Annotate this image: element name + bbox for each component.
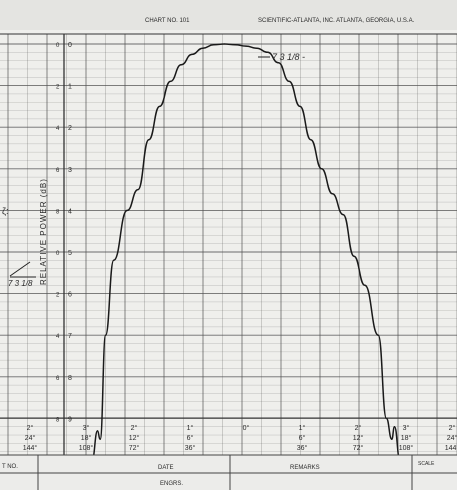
power-trace-point bbox=[96, 430, 99, 432]
left-edge-mark: ζ: bbox=[2, 206, 8, 216]
left-column-label: 6 bbox=[56, 168, 60, 174]
x-tick-label: 3° bbox=[403, 424, 410, 432]
footer-scale: SCALE bbox=[418, 461, 435, 467]
x-tick-label: 144° bbox=[23, 444, 38, 452]
power-trace-point bbox=[180, 64, 182, 66]
footer-block: T NO. DATE ENGRS. REMARKS SCALE bbox=[0, 454, 457, 490]
power-trace-point bbox=[126, 209, 128, 211]
power-trace-point bbox=[223, 43, 225, 45]
power-trace-point bbox=[391, 438, 393, 440]
x-tick-label: 18° bbox=[401, 434, 412, 442]
x-tick-label: 0° bbox=[243, 424, 250, 432]
left-column-label: 0 bbox=[56, 251, 60, 257]
power-trace-point bbox=[137, 189, 139, 191]
footer-date: DATE bbox=[158, 465, 174, 471]
peak-annotation: 7 3 1/8 - bbox=[272, 52, 305, 62]
power-trace-point bbox=[245, 45, 247, 47]
left-column-label: 6 bbox=[56, 376, 60, 382]
power-trace-point bbox=[353, 255, 355, 257]
power-trace-point bbox=[377, 334, 379, 336]
x-tick-label: 2° bbox=[449, 424, 456, 432]
x-tick-label: 1° bbox=[299, 424, 306, 432]
torn-top-edge bbox=[0, 0, 457, 30]
company-label: SCIENTIFIC-ATLANTA, INC. ATLANTA, GEORGI… bbox=[258, 18, 415, 24]
power-trace-point bbox=[288, 80, 290, 82]
left-annotation: 7 3 1/8 bbox=[8, 279, 33, 288]
x-tick-label: 36° bbox=[297, 444, 308, 452]
power-trace-line bbox=[83, 43, 408, 461]
power-trace-point bbox=[299, 105, 301, 107]
power-trace-point bbox=[310, 139, 312, 141]
footer-engrs: ENGRS. bbox=[160, 481, 183, 487]
left-column-label: 8 bbox=[56, 417, 60, 423]
x-tick-label: 3° bbox=[83, 424, 90, 432]
power-trace-point bbox=[213, 44, 215, 46]
x-tick-label: 72° bbox=[129, 444, 140, 452]
power-trace-point bbox=[321, 168, 323, 170]
x-tick-label: 144° bbox=[445, 444, 457, 452]
left-column-label: 2 bbox=[56, 85, 60, 91]
y-tick-label: 9 bbox=[68, 416, 72, 423]
y-tick-label: 3 bbox=[68, 167, 72, 174]
power-trace-point bbox=[202, 47, 204, 49]
trace-layer bbox=[83, 43, 409, 461]
power-trace-point bbox=[267, 51, 269, 53]
y-axis-label: RELATIVE POWER (dB) bbox=[39, 178, 48, 285]
left-annotation-leader bbox=[9, 261, 36, 278]
x-tick-label: 1° bbox=[187, 424, 194, 432]
y-tick-label: 8 bbox=[68, 375, 72, 382]
power-trace-point bbox=[99, 438, 101, 440]
x-tick-label: 2° bbox=[131, 424, 138, 432]
power-trace-point bbox=[331, 193, 333, 195]
left-column-label: 8 bbox=[56, 209, 60, 215]
x-tick-label: 12° bbox=[129, 434, 140, 442]
x-tick-label: 72° bbox=[353, 444, 364, 452]
power-trace-point bbox=[191, 53, 193, 56]
power-trace-point bbox=[169, 80, 171, 82]
grid bbox=[0, 33, 457, 461]
chart-number-label: CHART NO. 101 bbox=[145, 18, 190, 24]
power-trace-point bbox=[234, 44, 236, 46]
power-trace-point bbox=[113, 259, 115, 261]
x-tick-label: 108° bbox=[79, 444, 94, 452]
x-tick-labels: 2° 24° 144° 3° 18° 108° 2° 12° 72° 1° 6° 36° 0° 1° 6° 3… bbox=[23, 424, 457, 452]
x-tick-label: 36° bbox=[185, 444, 196, 452]
x-tick-label: 18° bbox=[81, 434, 92, 442]
x-tick-label: 2° bbox=[27, 424, 34, 432]
power-trace-point bbox=[105, 334, 107, 336]
y-tick-label: 5 bbox=[68, 250, 72, 257]
left-column-label: 2 bbox=[56, 293, 60, 299]
power-trace-point bbox=[364, 284, 366, 286]
left-column-label: 0 bbox=[56, 43, 60, 49]
power-trace-point bbox=[159, 105, 161, 107]
y-tick-labels: 012345678910 bbox=[68, 42, 76, 465]
x-tick-label: 6° bbox=[299, 434, 306, 442]
x-tick-label: 6° bbox=[187, 434, 194, 442]
power-trace-point bbox=[342, 214, 344, 216]
y-tick-label: 2 bbox=[68, 125, 72, 132]
x-tick-label: 108° bbox=[399, 444, 414, 452]
x-tick-label: 24° bbox=[447, 434, 457, 442]
x-tick-label: 2° bbox=[355, 424, 362, 432]
footer-chart-no: T NO. bbox=[2, 464, 18, 470]
y-tick-label: 4 bbox=[68, 208, 72, 215]
power-trace-point bbox=[277, 62, 279, 64]
footer-remarks: REMARKS bbox=[290, 465, 320, 471]
y-tick-label: 6 bbox=[68, 292, 72, 299]
x-tick-label: 12° bbox=[353, 434, 364, 442]
power-trace-point bbox=[256, 47, 258, 49]
power-trace-point bbox=[393, 426, 396, 428]
left-column-label: 4 bbox=[56, 126, 60, 132]
x-tick-label: 24° bbox=[25, 434, 36, 442]
power-trace-point bbox=[385, 417, 387, 419]
y-tick-label: 7 bbox=[68, 333, 72, 340]
left-column-label: 4 bbox=[56, 334, 60, 340]
y-tick-label: 1 bbox=[68, 84, 72, 91]
power-trace-point bbox=[148, 139, 150, 141]
y-tick-label: 0 bbox=[68, 42, 72, 49]
